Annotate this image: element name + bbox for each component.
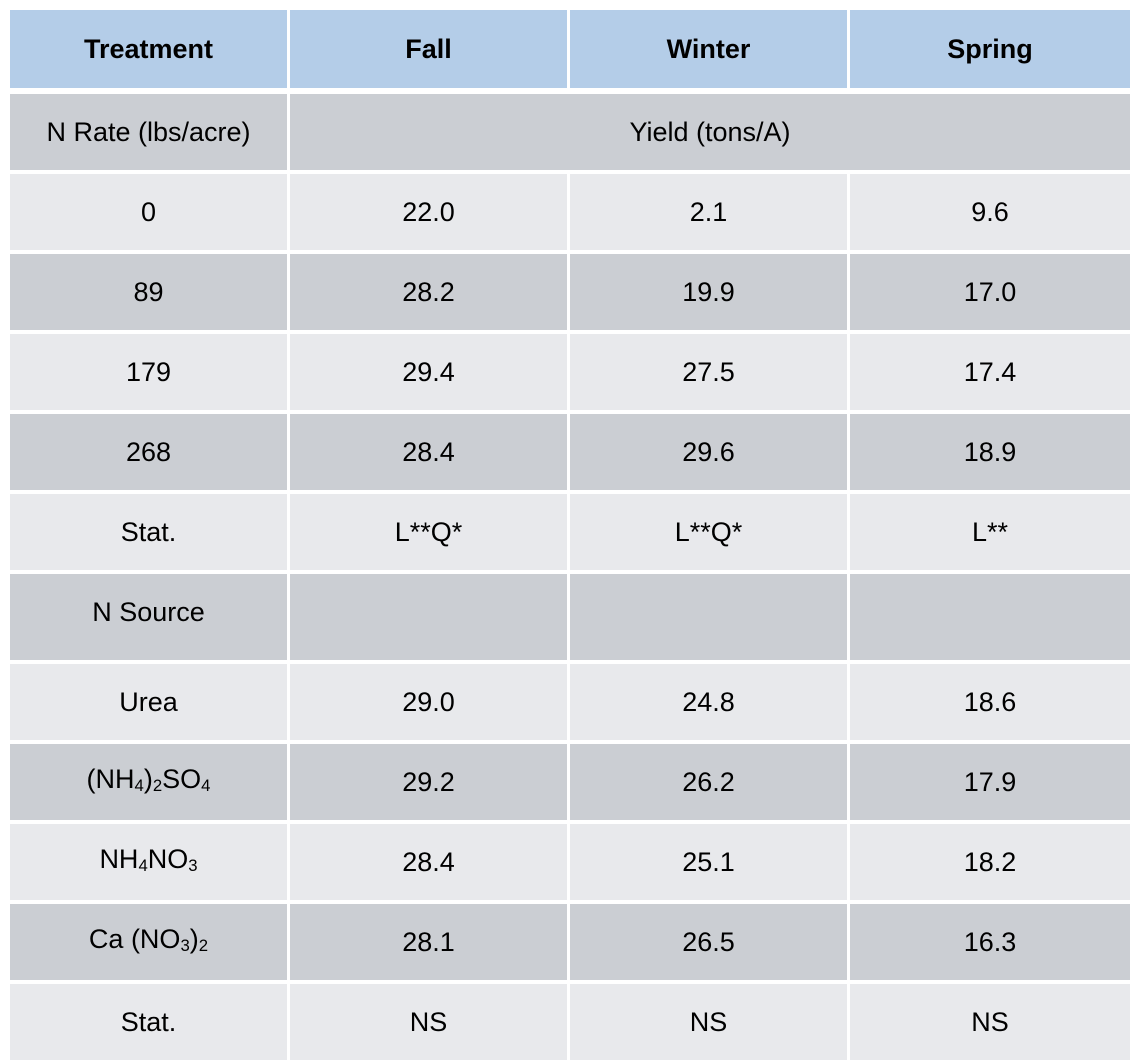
table-row: NH4NO3 28.4 25.1 18.2	[10, 824, 1130, 904]
spring-cell: 16.3	[850, 904, 1130, 984]
yield-table-container: Treatment Fall Winter Spring N Rate (lbs…	[10, 10, 1130, 1064]
formula-text: )	[189, 923, 199, 954]
fall-cell: 29.2	[290, 744, 570, 824]
treatment-cell: 0	[10, 174, 290, 254]
table-row: Urea 29.0 24.8 18.6	[10, 664, 1130, 744]
yield-table: Treatment Fall Winter Spring N Rate (lbs…	[10, 10, 1130, 1064]
spring-cell: 18.6	[850, 664, 1130, 744]
table-row: 89 28.2 19.9 17.0	[10, 254, 1130, 334]
stat-label: Stat.	[10, 494, 290, 574]
winter-cell: 2.1	[570, 174, 850, 254]
spring-cell: 18.2	[850, 824, 1130, 904]
n-source-label: N Source	[10, 574, 290, 664]
formula-text: )	[143, 763, 153, 794]
header-spring: Spring	[850, 10, 1130, 94]
formula-text: SO	[162, 763, 202, 794]
header-winter: Winter	[570, 10, 850, 94]
formula-subscript: 3	[180, 935, 190, 955]
formula-subscript: 4	[201, 775, 211, 795]
winter-stat: L**Q*	[570, 494, 850, 574]
empty-cell	[290, 574, 570, 664]
formula-subscript: 2	[198, 935, 209, 955]
spring-cell: 17.9	[850, 744, 1130, 824]
treatment-cell: 179	[10, 334, 290, 414]
stat-label: Stat.	[10, 984, 290, 1064]
n-rate-section-row: N Rate (lbs/acre) Yield (tons/A)	[10, 94, 1130, 174]
fall-cell: 28.2	[290, 254, 570, 334]
winter-cell: 27.5	[570, 334, 850, 414]
fall-cell: 28.4	[290, 414, 570, 494]
fall-cell: 28.1	[290, 904, 570, 984]
yield-units-label: Yield (tons/A)	[290, 94, 1130, 174]
fall-stat: L**Q*	[290, 494, 570, 574]
winter-cell: 19.9	[570, 254, 850, 334]
n-source-section-row: N Source	[10, 574, 1130, 664]
treatment-cell: (NH4)2SO4	[10, 744, 290, 824]
table-row: (NH4)2SO4 29.2 26.2 17.9	[10, 744, 1130, 824]
fall-cell: 22.0	[290, 174, 570, 254]
table-row: 0 22.0 2.1 9.6	[10, 174, 1130, 254]
table-row: 268 28.4 29.6 18.9	[10, 414, 1130, 494]
formula-text: (NH	[86, 763, 135, 794]
treatment-cell: NH4NO3	[10, 824, 290, 904]
treatment-cell: Ca (NO3)2	[10, 904, 290, 984]
winter-cell: 26.2	[570, 744, 850, 824]
table-row: 179 29.4 27.5 17.4	[10, 334, 1130, 414]
winter-cell: 26.5	[570, 904, 850, 984]
winter-cell: 25.1	[570, 824, 850, 904]
stat-row: Stat. NS NS NS	[10, 984, 1130, 1064]
stat-row: Stat. L**Q* L**Q* L**	[10, 494, 1130, 574]
header-row: Treatment Fall Winter Spring	[10, 10, 1130, 94]
fall-cell: 28.4	[290, 824, 570, 904]
spring-stat: NS	[850, 984, 1130, 1064]
table-row: Ca (NO3)2 28.1 26.5 16.3	[10, 904, 1130, 984]
spring-cell: 17.4	[850, 334, 1130, 414]
header-treatment: Treatment	[10, 10, 290, 94]
formula-subscript: 4	[138, 855, 148, 875]
formula-subscript: 4	[134, 775, 144, 795]
winter-cell: 24.8	[570, 664, 850, 744]
empty-cell	[850, 574, 1130, 664]
formula-subscript: 2	[152, 775, 163, 795]
empty-cell	[570, 574, 850, 664]
header-fall: Fall	[290, 10, 570, 94]
winter-cell: 29.6	[570, 414, 850, 494]
fall-cell: 29.0	[290, 664, 570, 744]
formula-text: NO	[147, 843, 189, 874]
spring-stat: L**	[850, 494, 1130, 574]
spring-cell: 18.9	[850, 414, 1130, 494]
fall-cell: 29.4	[290, 334, 570, 414]
winter-stat: NS	[570, 984, 850, 1064]
formula-text: NH	[99, 843, 139, 874]
treatment-cell: 268	[10, 414, 290, 494]
fall-stat: NS	[290, 984, 570, 1064]
formula-subscript: 3	[188, 855, 198, 875]
spring-cell: 9.6	[850, 174, 1130, 254]
formula-text: Ca (NO	[88, 923, 181, 954]
treatment-cell: Urea	[10, 664, 290, 744]
spring-cell: 17.0	[850, 254, 1130, 334]
treatment-cell: 89	[10, 254, 290, 334]
n-rate-label: N Rate (lbs/acre)	[10, 94, 290, 174]
